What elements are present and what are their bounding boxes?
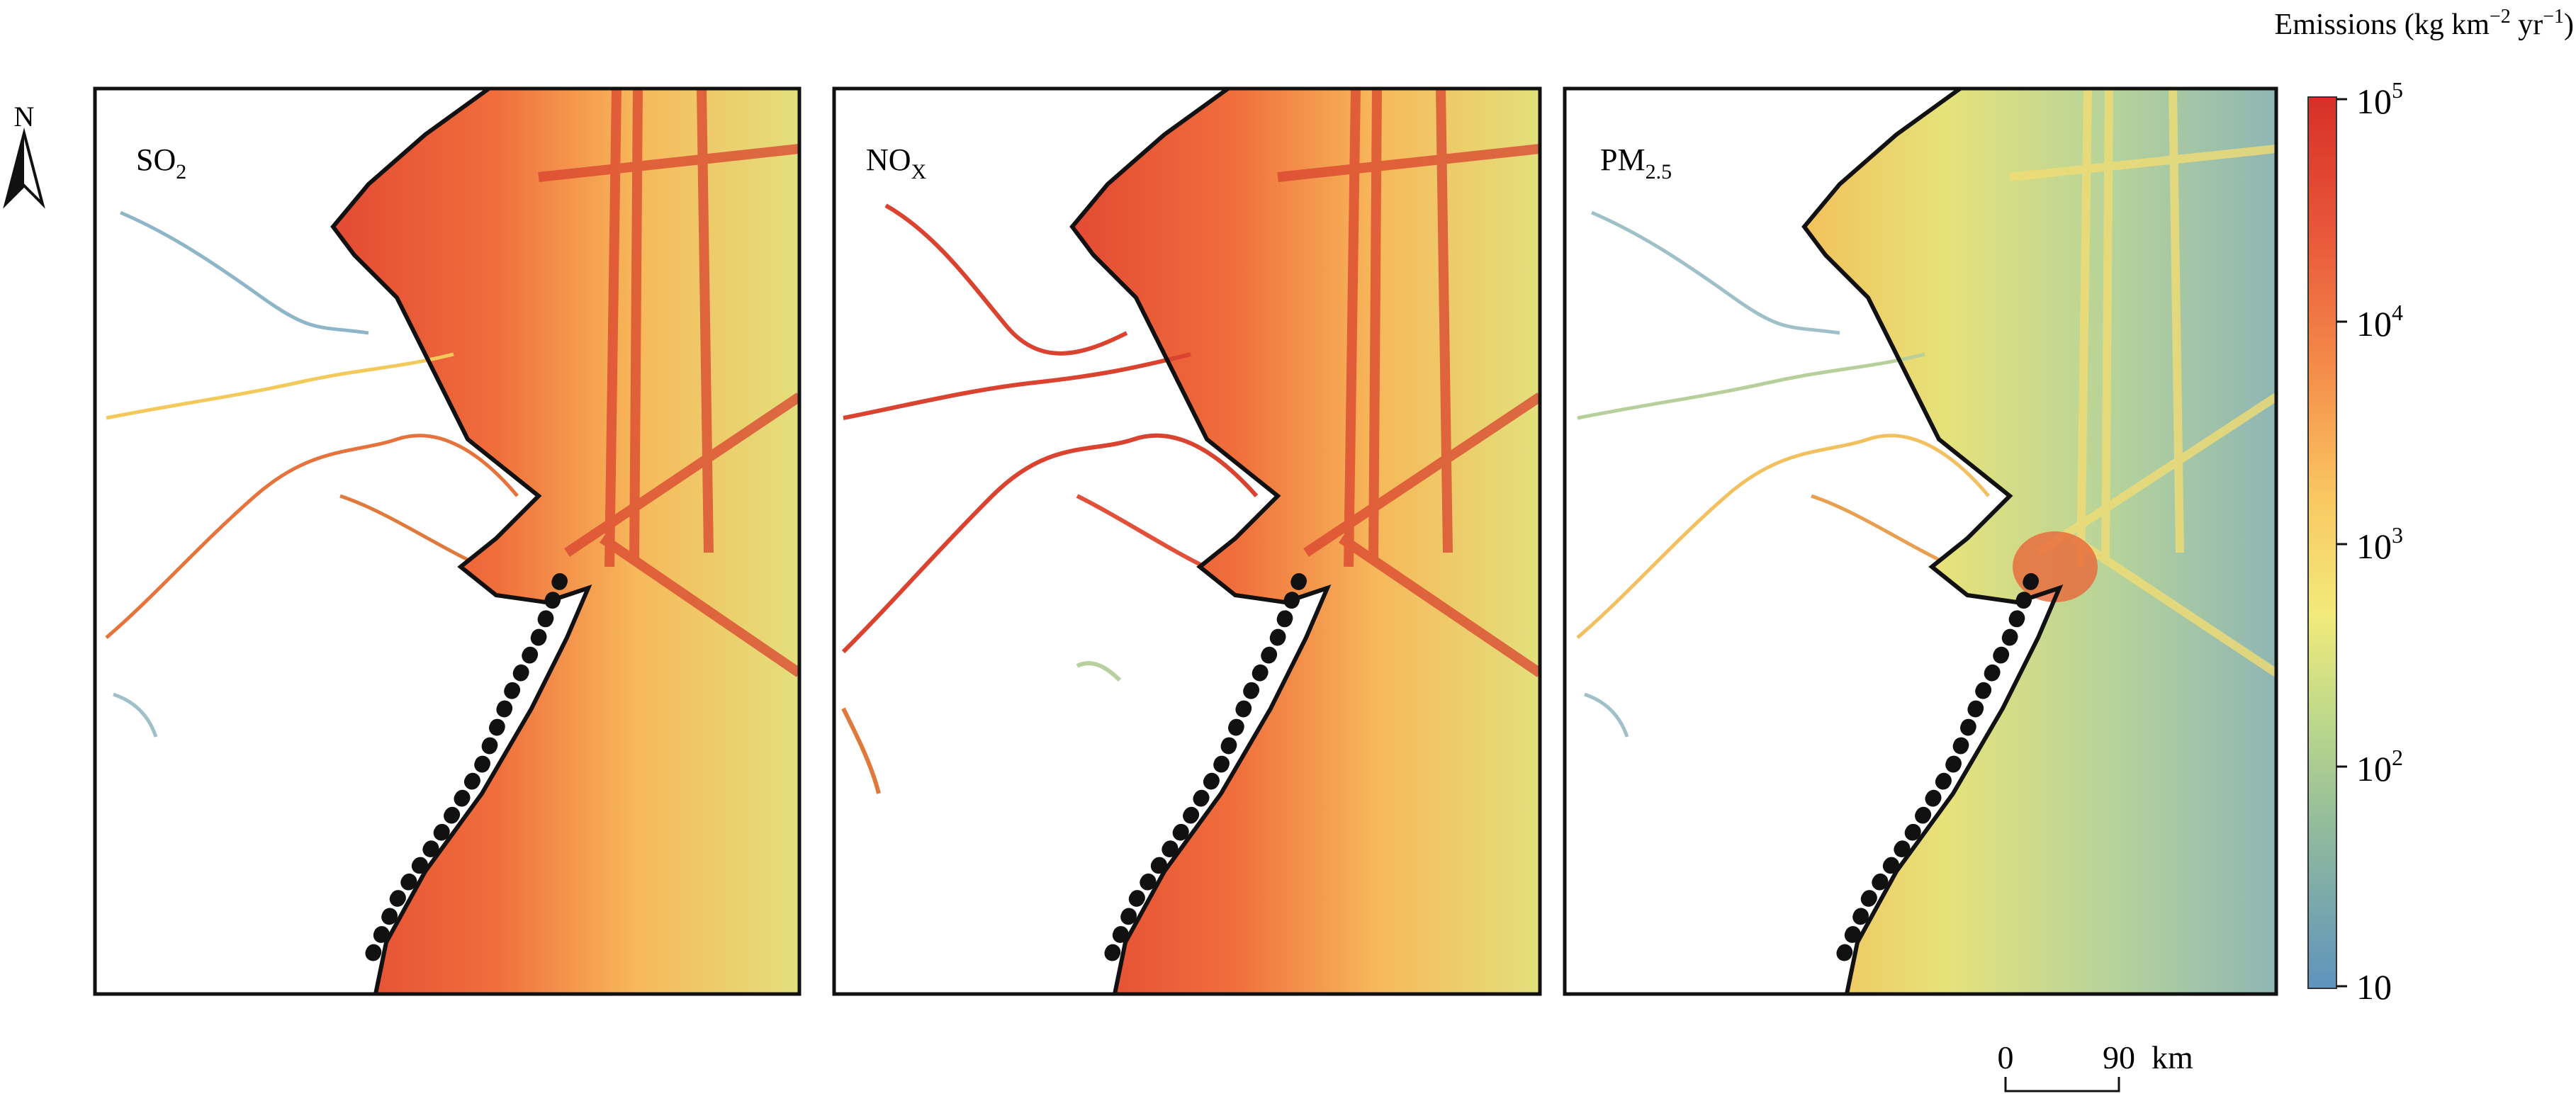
colorbar-tick-label: 102 (2356, 745, 2403, 789)
shipping-lanes (538, 89, 799, 677)
sea-area (333, 89, 799, 994)
panel-border (93, 86, 802, 996)
north-arrow-fill (6, 133, 24, 204)
panel-so2: SO2 (93, 86, 802, 996)
colorbar-ticks (2336, 98, 2347, 988)
colorbar-tick-label: 10 (2356, 967, 2392, 1007)
panel-nox: NOX (832, 86, 1542, 996)
panel-label-pm25: PM2.5 (1600, 142, 1672, 184)
panel-pm25: PM2.5 (1563, 86, 2278, 996)
colorbar-tick-label: 105 (2356, 77, 2403, 121)
colorbar-gradient (2307, 96, 2337, 989)
coastline (1069, 89, 1332, 994)
shipping-lanes (1277, 89, 1540, 677)
inland-waterways (105, 210, 519, 738)
panel-label-nox: NOX (866, 142, 927, 184)
panel-border (1563, 86, 2278, 996)
sea-area (1072, 89, 1540, 994)
inland-waterways (841, 203, 1259, 794)
island-clusters (1100, 573, 1307, 971)
panel-label-so2: SO2 (136, 142, 186, 184)
inland-waterways (1576, 210, 1990, 738)
coastline (1801, 89, 2064, 994)
map-layer-so2 (105, 89, 799, 994)
colorbar: Emissions (kg km−2 yr−1) 105 104 103 102… (2275, 6, 2574, 1007)
colorbar-tick-label: 103 (2356, 522, 2403, 566)
scale-bar-unit: km (2152, 1039, 2193, 1075)
island-clusters (1832, 573, 2039, 971)
colorbar-tick-label: 104 (2356, 300, 2403, 344)
north-arrow: N (3, 101, 45, 209)
map-layer-pm25 (1576, 89, 2276, 994)
panel-border (832, 86, 1542, 996)
island-clusters (361, 573, 568, 971)
colorbar-title: Emissions (kg km−2 yr−1) (2275, 6, 2574, 41)
coastline (330, 89, 592, 994)
scale-bar-line (2004, 1077, 2120, 1092)
scale-bar-start-label: 0 (1998, 1039, 2014, 1075)
north-label: N (14, 101, 35, 132)
shipping-lanes (2009, 89, 2276, 677)
scale-bar-end-label: 90 (2103, 1039, 2135, 1075)
map-layer-nox (841, 89, 1540, 994)
scale-bar: 0 90 km (1998, 1039, 2193, 1092)
